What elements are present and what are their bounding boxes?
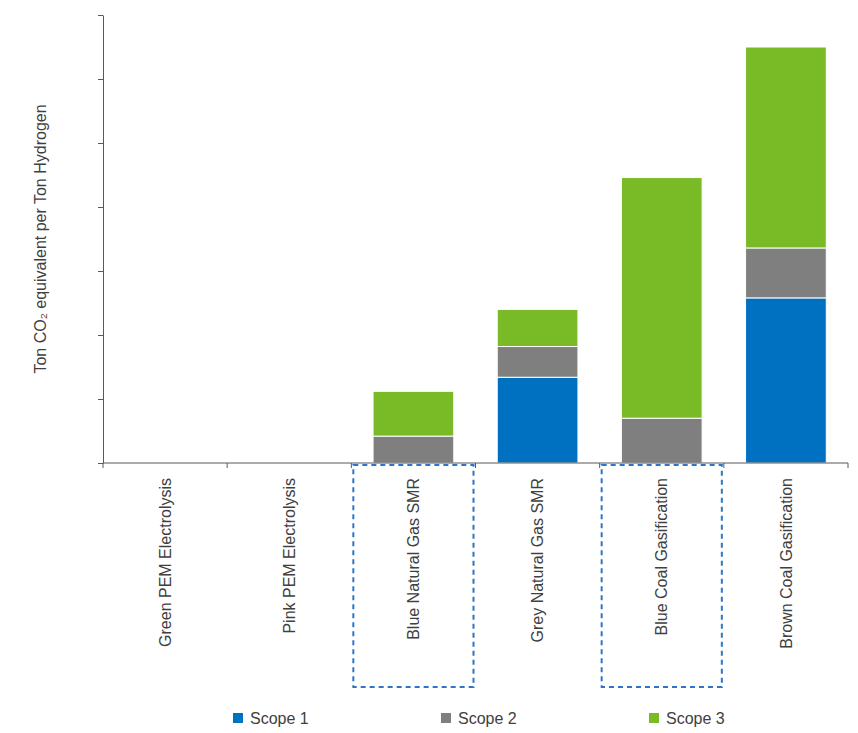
legend-swatch [233, 713, 243, 723]
y-tick [98, 463, 103, 464]
x-tick-label: Green PEM Electrolysis [157, 478, 174, 647]
x-tick: Blue Coal Gasification [653, 463, 670, 635]
legend-label: Scope 1 [250, 710, 309, 727]
category-separators [103, 463, 848, 468]
bar-segment [497, 377, 578, 463]
y-axis [98, 16, 104, 464]
y-tick-mark [98, 399, 103, 400]
category-separator [227, 463, 228, 468]
y-tick [98, 271, 103, 272]
y-tick-mark [98, 335, 103, 336]
y-tick [98, 399, 103, 400]
category-separator [475, 463, 476, 468]
category-separator [351, 463, 352, 468]
chart: Green PEM Electrolysis Pink PEM Electroly… [0, 0, 858, 733]
x-tick-label: Brown Coal Gasification [778, 478, 795, 649]
y-tick [98, 143, 103, 144]
highlight-box [353, 465, 473, 687]
y-axis-title: Ton CO₂ equivalent per Ton Hydrogen [32, 104, 49, 373]
y-tick-mark [98, 15, 103, 16]
legend-swatch [441, 713, 451, 723]
legend-swatch [649, 713, 659, 723]
y-tick [98, 207, 103, 208]
plot: Green PEM Electrolysis Pink PEM Electroly… [98, 16, 848, 688]
legend: Scope 1 Scope 2 Scope 3 [233, 710, 725, 727]
y-tick [98, 15, 103, 16]
x-tick: Pink PEM Electrolysis [281, 463, 298, 634]
legend-label: Scope 2 [458, 710, 517, 727]
bar-segment [373, 436, 454, 463]
bars [373, 47, 826, 463]
bar-segment [621, 418, 702, 463]
x-tick: Green PEM Electrolysis [157, 463, 174, 647]
legend-item: Scope 2 [441, 710, 517, 727]
category-separator [103, 463, 104, 468]
highlight-box [602, 465, 722, 687]
category-separator [848, 463, 849, 468]
bar-segment [746, 47, 827, 248]
y-tick-mark [98, 79, 103, 80]
bar-segment [373, 391, 454, 436]
x-tick: Blue Natural Gas SMR [405, 463, 422, 640]
bar-segment [621, 178, 702, 419]
x-tick-label: Grey Natural Gas SMR [529, 478, 546, 642]
x-tick: Grey Natural Gas SMR [529, 463, 546, 642]
y-tick-mark [98, 271, 103, 272]
category-separator [723, 463, 724, 468]
y-tick [98, 79, 103, 80]
x-tick-label: Blue Coal Gasification [653, 478, 670, 635]
y-tick-mark [98, 463, 103, 464]
series-bars [373, 47, 826, 436]
y-tick [98, 335, 103, 336]
bar-segment [746, 298, 827, 463]
legend-item: Scope 3 [649, 710, 725, 727]
x-tick-label: Pink PEM Electrolysis [281, 478, 298, 634]
y-axis-line [103, 16, 104, 464]
category-separator [599, 463, 600, 468]
legend-item: Scope 1 [233, 710, 309, 727]
bar-segment [746, 248, 827, 298]
bar-segment [497, 309, 578, 346]
x-tick-label: Blue Natural Gas SMR [405, 478, 422, 640]
x-tick: Brown Coal Gasification [778, 463, 795, 649]
y-tick-mark [98, 143, 103, 144]
legend-label: Scope 3 [666, 710, 725, 727]
y-tick-mark [98, 207, 103, 208]
series-bars [373, 248, 826, 463]
x-axis: Green PEM Electrolysis Pink PEM Electroly… [103, 463, 848, 649]
bar-segment [497, 347, 578, 378]
